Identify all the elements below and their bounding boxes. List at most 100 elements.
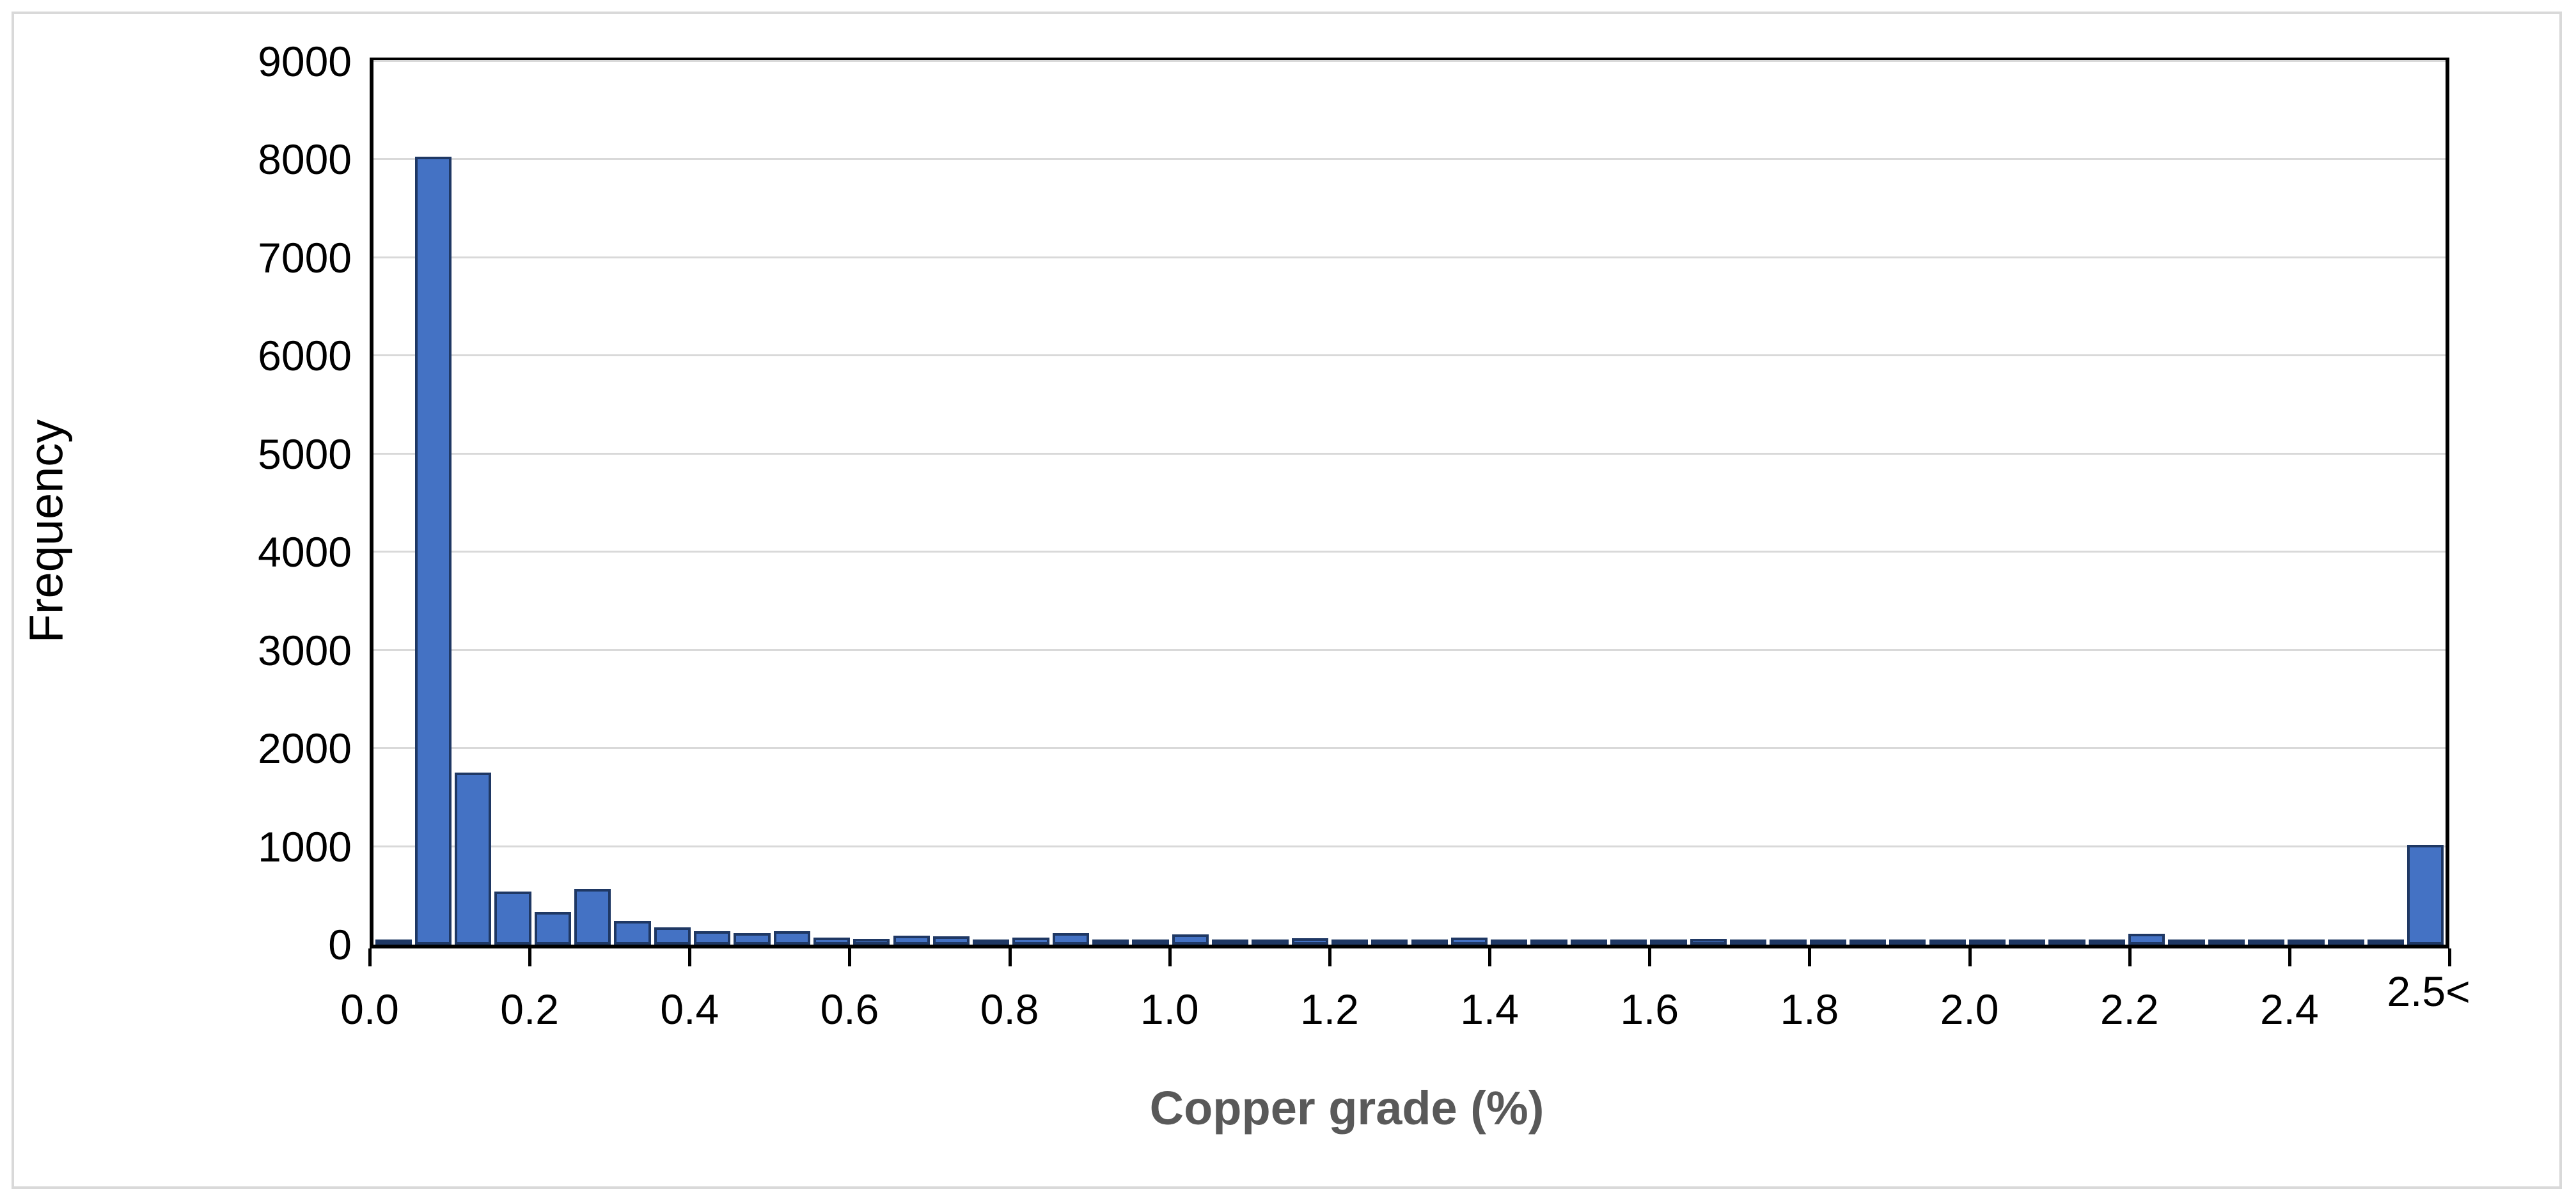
plot-area <box>370 58 2449 948</box>
histogram-bar-1.05 <box>1211 940 1249 945</box>
histogram-bar-2.05 <box>2009 940 2046 945</box>
histogram-bar-1.65 <box>1690 938 1727 945</box>
x-tick-0.4 <box>688 948 692 966</box>
histogram-bar-1.60 <box>1650 940 1687 945</box>
gridline-5000 <box>373 452 2446 455</box>
y-tick-label-3000: 3000 <box>258 626 352 674</box>
x-tick-0.8 <box>1008 948 1012 966</box>
histogram-bar-0.45 <box>734 932 771 945</box>
histogram-bar-0.85 <box>1052 932 1090 945</box>
gridline-4000 <box>373 551 2446 553</box>
y-tick-label-0: 0 <box>328 921 352 968</box>
y-tick-label-4000: 4000 <box>258 528 352 576</box>
gridline-6000 <box>373 354 2446 357</box>
histogram-bar-2.30 <box>2208 940 2245 945</box>
histogram-bar-1.15 <box>1291 938 1328 945</box>
histogram-bar-0.80 <box>1012 937 1049 945</box>
x-tick-label-0.4: 0.4 <box>660 986 719 1033</box>
histogram-bar-0.90 <box>1092 940 1129 945</box>
y-axis-title: Frequency <box>19 419 73 643</box>
x-tick-0.6 <box>848 948 852 966</box>
histogram-bar-0.75 <box>973 940 1010 945</box>
histogram-bar-0.35 <box>654 927 691 945</box>
histogram-bar-2.45 <box>2327 940 2364 945</box>
x-tick-label-0.6: 0.6 <box>820 986 879 1033</box>
histogram-bar-0.95 <box>1132 940 1169 945</box>
histogram-bar-2.20 <box>2128 934 2165 945</box>
y-tick-label-2000: 2000 <box>258 725 352 773</box>
y-tick-label-1000: 1000 <box>258 822 352 870</box>
histogram-bar-1.25 <box>1371 940 1408 945</box>
y-tick-label-5000: 5000 <box>258 430 352 478</box>
histogram-bar-0.55 <box>813 938 851 945</box>
histogram-bar-0.40 <box>693 931 731 945</box>
histogram-bar-2.25 <box>2168 940 2205 945</box>
x-tick-label-0.2: 0.2 <box>500 986 560 1033</box>
x-axis-title: Copper grade (%) <box>1149 1081 1544 1135</box>
x-tick-right-corner <box>2448 948 2451 966</box>
histogram-bar-1.30 <box>1411 940 1448 945</box>
x-tick-label-2.0: 2.0 <box>1940 986 1999 1033</box>
histogram-bar-1.35 <box>1450 938 1488 945</box>
histogram-bar-1.80 <box>1809 940 1846 945</box>
histogram-bar-2.40 <box>2288 940 2325 945</box>
y-tick-label-7000: 7000 <box>258 233 352 281</box>
x-tick-label-1.2: 1.2 <box>1300 986 1359 1033</box>
gridline-1000 <box>373 845 2446 847</box>
histogram-bar-0.30 <box>614 921 651 945</box>
x-tick-label-2.4: 2.4 <box>2259 986 2319 1033</box>
histogram-bar-1.90 <box>1889 940 1926 945</box>
histogram-bar-2.10 <box>2048 940 2085 945</box>
histogram-bar-1.10 <box>1252 940 1289 945</box>
x-tick-0.2 <box>528 948 532 966</box>
histogram-bar-0.65 <box>893 936 930 945</box>
x-tick-label-0.0: 0.0 <box>340 986 399 1033</box>
x-tick-label-1.8: 1.8 <box>1780 986 1839 1033</box>
histogram-bar-1.40 <box>1491 940 1528 945</box>
x-tick-2.0 <box>1968 948 1972 966</box>
histogram-bar-0.00 <box>375 940 412 945</box>
histogram-bar-1.45 <box>1530 940 1567 945</box>
x-tick-1.4 <box>1488 948 1492 966</box>
histogram-bar-1.55 <box>1610 940 1647 945</box>
x-tick-label-2.5<: 2.5< <box>2387 968 2470 1015</box>
histogram-bar-2.55 <box>2407 844 2444 945</box>
x-tick-1.2 <box>1328 948 1331 966</box>
gridline-3000 <box>373 649 2446 651</box>
histogram-bar-1.75 <box>1770 940 1807 945</box>
gridline-7000 <box>373 256 2446 258</box>
x-tick-1.0 <box>1168 948 1172 966</box>
x-tick-2.4 <box>2288 948 2291 966</box>
histogram-bar-0.15 <box>494 892 531 945</box>
x-tick-2.2 <box>2128 948 2132 966</box>
histogram-bar-0.25 <box>574 888 611 945</box>
histogram-bar-0.60 <box>853 938 890 945</box>
histogram-bar-1.50 <box>1570 940 1608 945</box>
histogram-bar-1.00 <box>1172 934 1209 945</box>
gridline-8000 <box>373 158 2446 161</box>
histogram-bar-2.35 <box>2247 940 2285 945</box>
histogram-bar-2.50 <box>2367 940 2405 945</box>
histogram-bar-0.10 <box>455 773 492 945</box>
histogram-bar-0.50 <box>773 931 810 945</box>
histogram-bar-1.85 <box>1849 940 1887 945</box>
histogram-bar-2.00 <box>1968 940 2006 945</box>
histogram-bar-0.20 <box>534 912 572 945</box>
x-tick-0.0 <box>368 948 372 966</box>
x-tick-label-1.6: 1.6 <box>1620 986 1679 1033</box>
x-tick-1.6 <box>1648 948 1652 966</box>
x-tick-label-1.0: 1.0 <box>1140 986 1199 1033</box>
y-tick-label-8000: 8000 <box>258 136 352 184</box>
gridline-2000 <box>373 747 2446 750</box>
histogram-bar-0.70 <box>932 936 970 945</box>
histogram-bar-2.15 <box>2088 940 2126 945</box>
histogram-bar-1.95 <box>1929 940 1966 945</box>
x-tick-1.8 <box>1808 948 1812 966</box>
y-tick-label-9000: 9000 <box>258 38 352 85</box>
x-tick-label-2.2: 2.2 <box>2100 986 2159 1033</box>
gridline-9000 <box>373 60 2446 62</box>
x-tick-label-1.4: 1.4 <box>1460 986 1519 1033</box>
y-tick-label-6000: 6000 <box>258 332 352 380</box>
x-tick-label-0.8: 0.8 <box>980 986 1039 1033</box>
